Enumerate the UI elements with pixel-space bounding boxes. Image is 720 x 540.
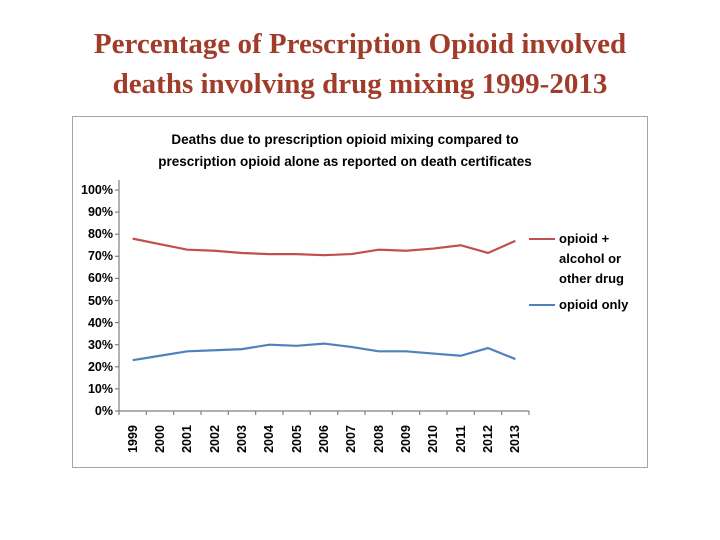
slide-title: Percentage of Prescription Opioid involv… (10, 24, 710, 104)
y-tick-label: 60% (87, 271, 113, 286)
x-tick-label: 2008 (371, 425, 386, 453)
x-tick-label: 2004 (262, 425, 277, 453)
x-tick-label: 2005 (289, 425, 304, 453)
x-tick-label: 2001 (180, 425, 195, 453)
slide-title-line-2: deaths involving drug mixing 1999-2013 (112, 68, 608, 101)
x-tick-label: 2007 (344, 425, 359, 453)
legend-entry: opioid + alcohol or other drug (529, 229, 647, 289)
y-tick-label: 70% (87, 249, 113, 264)
legend: opioid + alcohol or other drug opioid onl… (529, 229, 647, 322)
x-tick-label: 2006 (317, 425, 331, 453)
x-tick-label: 1999 (125, 425, 140, 453)
chart-title-line-1: Deaths due to prescription opioid mixing… (171, 132, 519, 147)
y-tick-label: 40% (87, 315, 113, 330)
x-tick-label: 2000 (153, 425, 167, 453)
x-tick-label: 2011 (453, 425, 468, 453)
y-tick-label: 50% (87, 293, 113, 308)
chart: Deaths due to prescription opioid mixing… (72, 116, 648, 468)
legend-entry: opioid only (529, 295, 647, 315)
series-line (132, 342, 516, 362)
slide-title-line-1: Percentage of Prescription Opioid involv… (93, 28, 627, 60)
plot-area (115, 180, 530, 415)
legend-line-sample (529, 238, 555, 240)
x-tick-label: 2002 (207, 425, 222, 453)
x-tick-label: 2012 (481, 425, 495, 453)
y-tick-label: 0% (94, 404, 113, 418)
x-tick-label: 2013 (508, 425, 523, 453)
x-tick-label: 2010 (426, 425, 441, 453)
y-tick-label: 20% (87, 359, 113, 374)
legend-label: opioid + alcohol or other drug (559, 231, 624, 287)
chart-title: Deaths due to prescription opioid mixing… (73, 129, 617, 172)
legend-label: opioid only (559, 297, 629, 313)
series-line (132, 237, 516, 257)
legend-line-sample (529, 304, 555, 307)
y-tick-label: 30% (87, 337, 113, 352)
y-tick-label: 100% (81, 183, 113, 197)
x-tick-label: 2009 (399, 425, 413, 453)
x-tick-label: 2003 (235, 425, 249, 453)
chart-title-line-2: prescription opioid alone as reported on… (158, 153, 532, 169)
y-tick-label: 10% (87, 381, 113, 396)
y-tick-label: 90% (87, 205, 113, 220)
y-tick-label: 80% (87, 227, 113, 242)
